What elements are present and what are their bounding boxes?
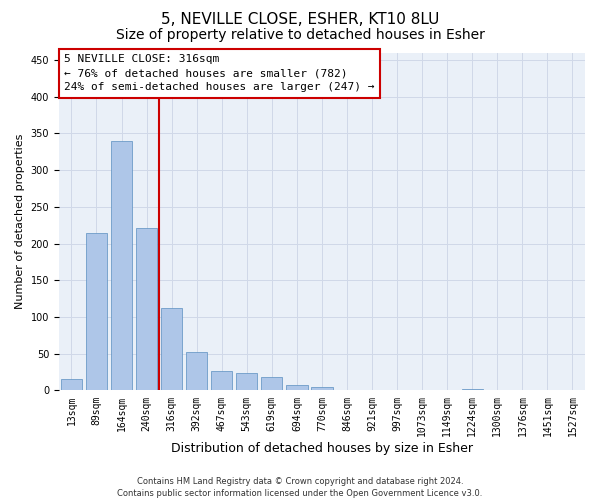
Bar [86, 233, 107, 390]
Bar [136, 228, 157, 390]
Y-axis label: Number of detached properties: Number of detached properties [15, 134, 25, 309]
Text: Contains HM Land Registry data © Crown copyright and database right 2024.
Contai: Contains HM Land Registry data © Crown c… [118, 476, 482, 498]
Bar [461, 389, 483, 390]
Bar [286, 384, 308, 390]
Bar [186, 352, 208, 391]
Text: Size of property relative to detached houses in Esher: Size of property relative to detached ho… [116, 28, 484, 42]
Bar [61, 378, 82, 390]
Bar [211, 372, 232, 390]
Bar [261, 377, 283, 390]
Bar [236, 373, 257, 390]
Bar [311, 387, 332, 390]
Text: 5, NEVILLE CLOSE, ESHER, KT10 8LU: 5, NEVILLE CLOSE, ESHER, KT10 8LU [161, 12, 439, 28]
Text: 5 NEVILLE CLOSE: 316sqm
← 76% of detached houses are smaller (782)
24% of semi-d: 5 NEVILLE CLOSE: 316sqm ← 76% of detache… [64, 54, 374, 92]
Bar [161, 308, 182, 390]
Bar [111, 140, 132, 390]
X-axis label: Distribution of detached houses by size in Esher: Distribution of detached houses by size … [171, 442, 473, 455]
